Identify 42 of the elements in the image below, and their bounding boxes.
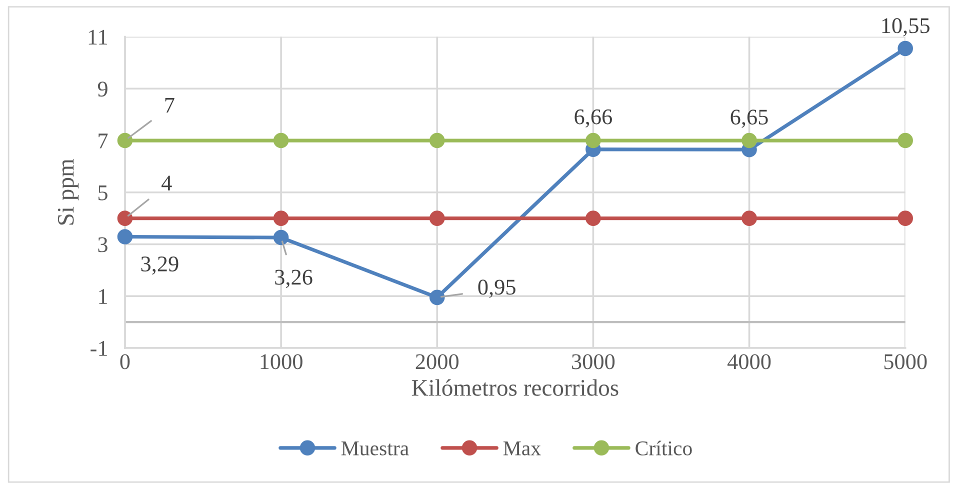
point: [742, 132, 757, 148]
data-label: 0,95: [478, 280, 516, 298]
data-label: 10,55: [882, 18, 930, 36]
legend-label: Crítico: [636, 440, 692, 456]
point: [898, 132, 913, 148]
point: [586, 210, 601, 226]
point: [117, 229, 133, 244]
x-tick-label: 5000: [884, 354, 927, 370]
point: [586, 132, 601, 148]
point: [273, 210, 289, 226]
x-tick-label: 3000: [572, 354, 615, 370]
x-tick-label: 2000: [416, 354, 458, 370]
point: [117, 132, 133, 148]
point: [429, 290, 445, 306]
point: [429, 132, 445, 148]
y-axis-title: Si ppm: [58, 158, 79, 225]
x-axis-title: Kilómetros recorridos: [412, 379, 618, 396]
y-tick-label: 7: [98, 134, 108, 148]
x-tick-label: 4000: [727, 354, 771, 370]
y-tick-label: 5: [98, 186, 108, 200]
y-tick-label: 1: [99, 289, 107, 304]
point: [273, 230, 289, 246]
point: [117, 210, 133, 226]
data-label: 3,26: [275, 270, 312, 288]
y-tick-label: 9: [98, 82, 108, 97]
data-label: 3,29: [141, 256, 178, 275]
y-tick-label: 3: [98, 237, 108, 252]
y-tick-label: 11: [88, 30, 107, 44]
data-label: 6,65: [730, 110, 768, 128]
x-tick-label: 0: [120, 354, 130, 370]
x-tick-label: 1000: [260, 354, 302, 370]
data-label: 6,66: [574, 109, 612, 128]
point: [742, 210, 757, 226]
point: [429, 210, 445, 226]
y-tick-label: -1: [90, 341, 107, 356]
legend-label: Max: [503, 442, 541, 456]
point: [898, 210, 913, 226]
point: [273, 132, 289, 148]
data-label: 4: [162, 176, 172, 190]
legend-label: Muestra: [341, 442, 409, 456]
data-label: 7: [165, 98, 174, 113]
point: [898, 40, 913, 56]
